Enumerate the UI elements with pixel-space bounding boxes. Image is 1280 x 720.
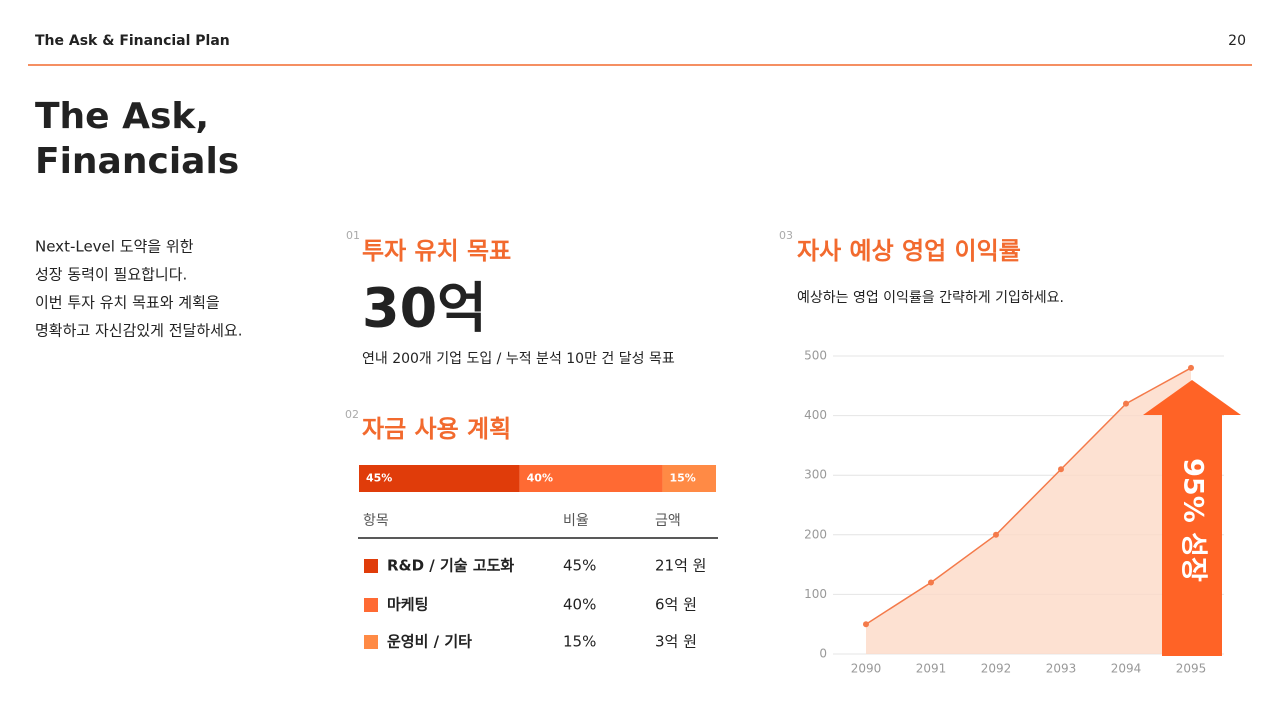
y-tick-label: 300: [804, 468, 827, 482]
point: [928, 579, 934, 586]
x-tick-label: 2093: [1046, 662, 1077, 676]
row-ratio: 45%: [563, 557, 596, 575]
section-title: 자사 예상 영업 이익률: [797, 237, 1021, 265]
x-tick-label: 2090: [851, 662, 882, 676]
x-tick-label: 2091: [916, 662, 947, 676]
line-chart: 0 100 200 300 400 500 2090 2091 2092 2093 2094 2095…: [804, 349, 1241, 676]
section-number: 03: [779, 229, 793, 242]
bar-segment: [359, 465, 520, 492]
point: [993, 531, 999, 538]
point: [1058, 466, 1064, 473]
goal-description: 연내 200개 기업 도입 / 누적 분석 10만 건 달성 목표: [362, 351, 675, 367]
growth-annotation: 95% 성장: [1178, 458, 1209, 582]
section-number: 02: [345, 408, 359, 421]
intro-line: Next-Level 도약을 위한: [35, 238, 194, 256]
row-item: R&D / 기술 고도화: [387, 557, 514, 575]
table-header: 금액: [655, 513, 681, 529]
row-item: 마케팅: [387, 596, 428, 614]
page-number: 20: [1228, 33, 1246, 49]
row-swatch: [364, 635, 378, 649]
bar-label: 15%: [669, 472, 695, 485]
section-title: 자금 사용 계획: [362, 415, 511, 443]
row-amount: 21억 원: [655, 557, 706, 575]
table-header: 비율: [563, 513, 589, 529]
bar-label: 40%: [527, 472, 553, 485]
goal-amount: 30억: [362, 277, 487, 340]
intro-line: 이번 투자 유치 목표와 계획을: [35, 294, 220, 312]
bar-segment: [662, 465, 716, 492]
section-description: 예상하는 영업 이익률을 간략하게 기입하세요.: [797, 290, 1064, 306]
point: [1188, 364, 1194, 371]
intro-line: 명확하고 자신감있게 전달하세요.: [35, 322, 243, 340]
slide-title: Financials: [35, 141, 239, 182]
area: [866, 367, 1191, 654]
y-tick-label: 400: [804, 408, 827, 422]
growth-arrow: [1143, 380, 1241, 656]
slide-title: The Ask,: [35, 96, 209, 137]
section-number: 01: [346, 229, 360, 242]
table-header: 항목: [363, 513, 389, 529]
intro-line: 성장 동력이 필요합니다.: [35, 266, 187, 284]
x-tick-label: 2095: [1176, 662, 1207, 676]
x-tick-label: 2094: [1111, 662, 1142, 676]
y-tick-label: 100: [804, 587, 827, 601]
y-tick-label: 0: [819, 647, 827, 661]
row-swatch: [364, 559, 378, 573]
row-ratio: 40%: [563, 596, 596, 614]
row-item: 운영비 / 기타: [387, 633, 472, 651]
bar-segment: [519, 465, 663, 492]
row-amount: 6억 원: [655, 596, 697, 614]
header-title: The Ask & Financial Plan: [35, 33, 230, 49]
row-swatch: [364, 598, 378, 612]
x-tick-label: 2092: [981, 662, 1012, 676]
bar-label: 45%: [366, 472, 392, 485]
point: [1123, 400, 1129, 407]
row-ratio: 15%: [563, 633, 596, 651]
section-title: 투자 유치 목표: [362, 237, 511, 265]
y-tick-label: 200: [804, 527, 827, 541]
budget-bar: 45% 40% 15%: [359, 465, 716, 492]
row-amount: 3억 원: [655, 633, 697, 651]
point: [863, 621, 869, 628]
line: [865, 367, 1192, 625]
y-tick-label: 500: [804, 349, 827, 363]
